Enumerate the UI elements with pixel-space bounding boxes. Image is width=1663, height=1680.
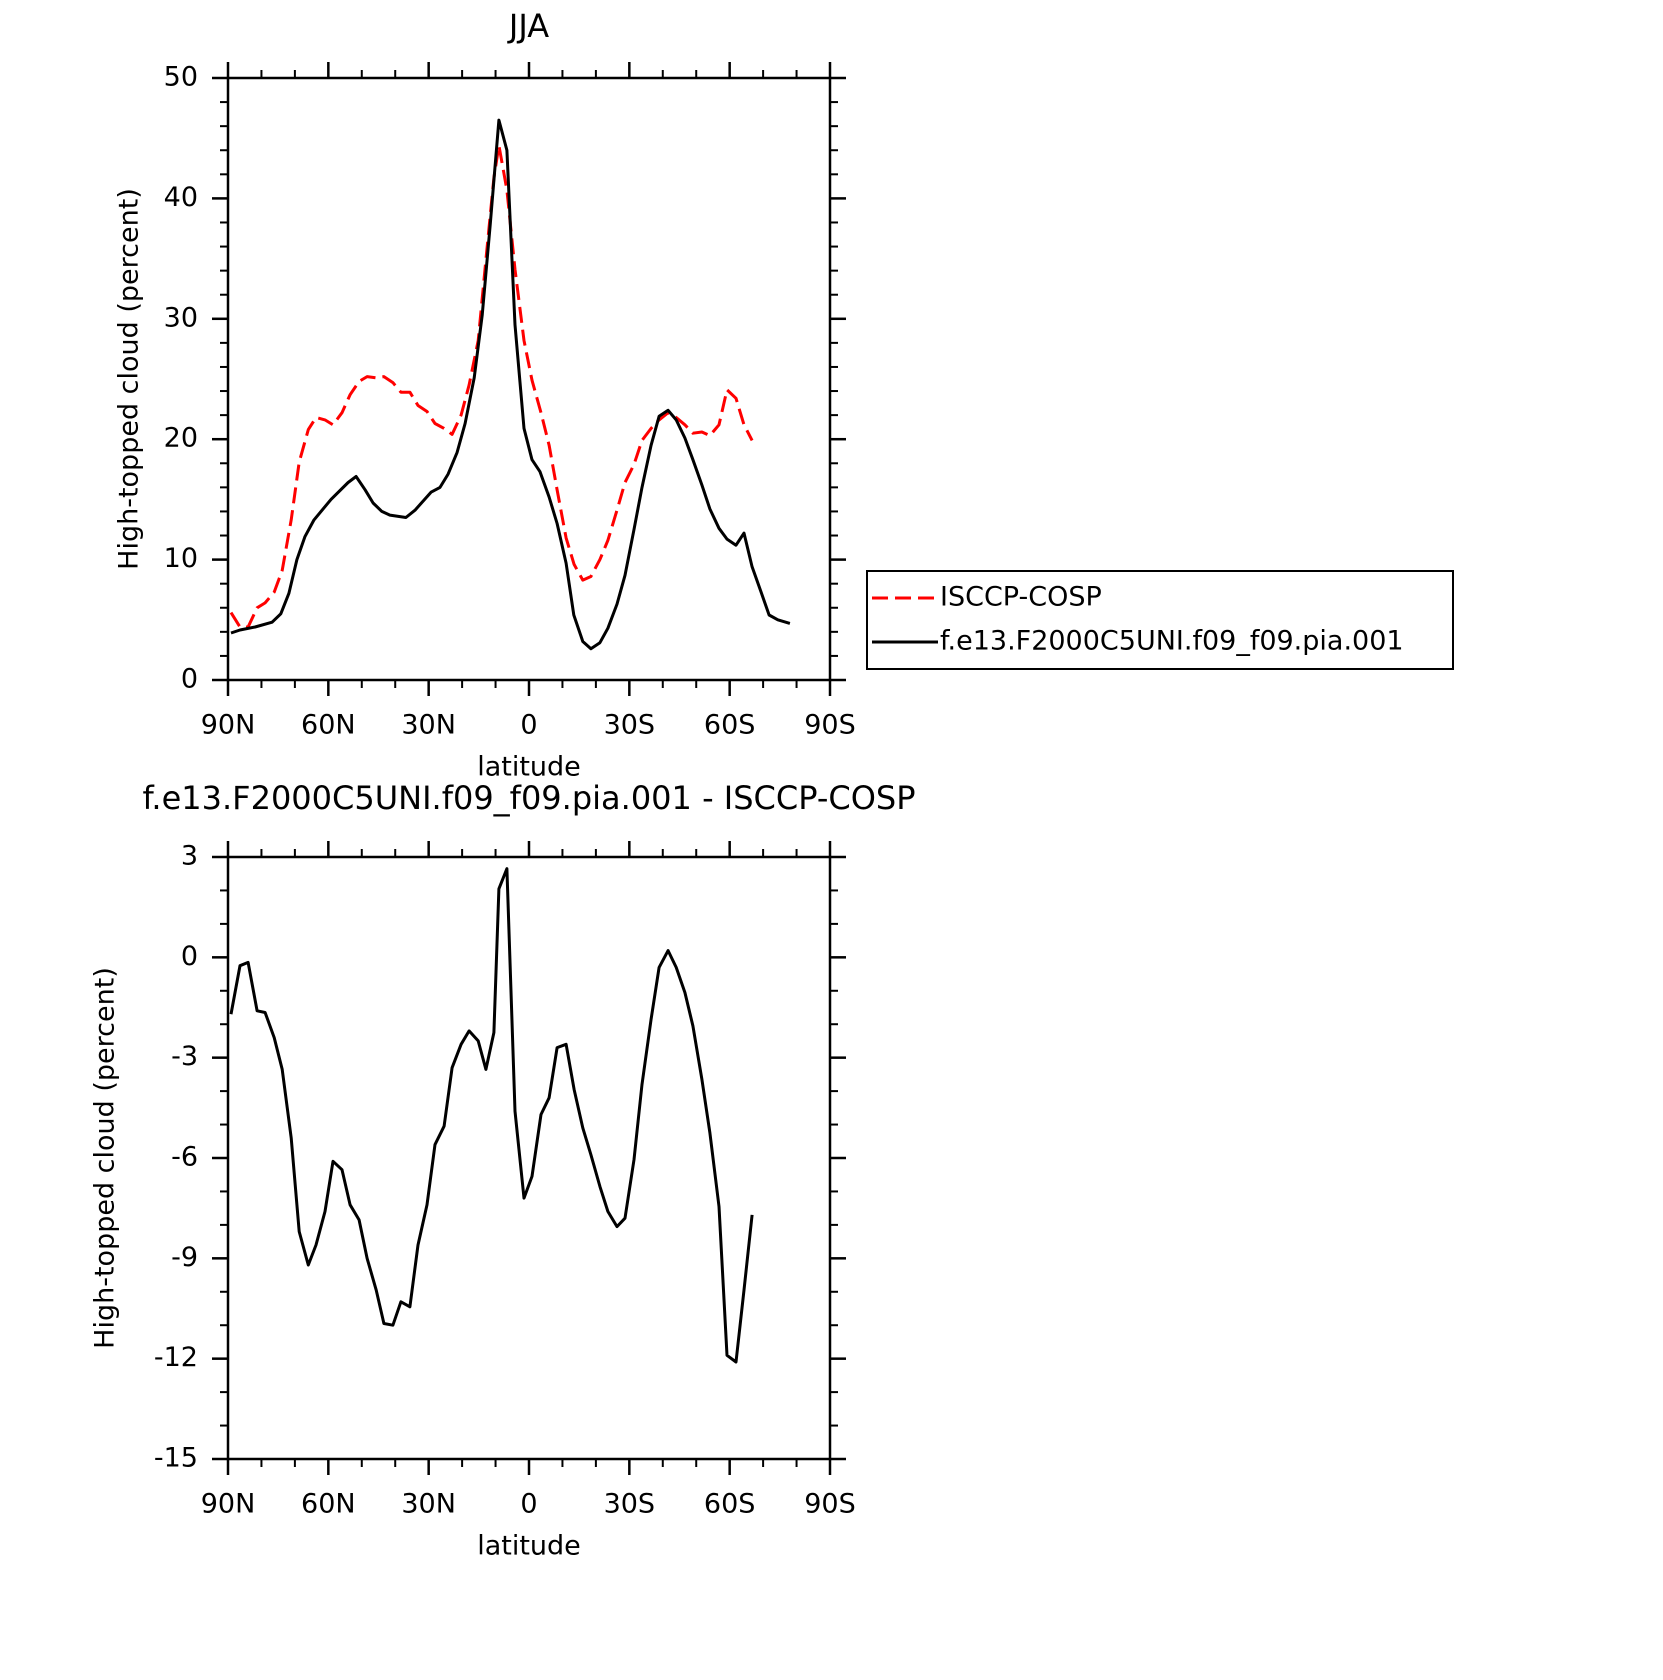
x-tick-label: 30N [401, 1489, 456, 1520]
plot-frame [226, 76, 832, 682]
x-tick-label: 60N [301, 1489, 356, 1520]
legend-label: ISCCP-COSP [940, 582, 1102, 613]
x-axis-label: latitude [477, 752, 581, 783]
y-tick-label: -6 [171, 1142, 198, 1173]
y-tick-label: 40 [164, 182, 198, 213]
x-tick-label: 30S [604, 710, 656, 741]
y-tick-label: -9 [171, 1242, 198, 1273]
y-tick-label: 10 [164, 543, 198, 574]
x-tick-label: 30S [604, 1489, 656, 1520]
x-tick-label: 30N [401, 710, 456, 741]
y-tick-label: -15 [154, 1443, 198, 1474]
y-tick-label: -12 [154, 1342, 198, 1373]
chart-title: JJA [507, 7, 549, 45]
data-line [229, 867, 754, 1364]
y-tick-label: 50 [164, 62, 198, 93]
x-tick-label: 60N [301, 710, 356, 741]
y-tick-label: 0 [181, 664, 198, 695]
x-tick-label: 60S [704, 1489, 756, 1520]
chart-title: f.e13.F2000C5UNI.f09_f09.pia.001 - ISCCP… [142, 779, 915, 817]
x-tick-label: 90N [201, 710, 256, 741]
x-axis-label: latitude [477, 1531, 581, 1562]
x-tick-label: 0 [520, 1489, 537, 1520]
y-tick-label: -3 [171, 1041, 198, 1072]
y-tick-label: 3 [181, 841, 198, 872]
y-axis-label: High-topped cloud (percent) [114, 188, 145, 570]
x-tick-label: 60S [704, 710, 756, 741]
plot-frame [226, 855, 832, 1461]
x-tick-label: 90N [201, 1489, 256, 1520]
data-line [230, 118, 791, 651]
x-tick-label: 90S [804, 710, 856, 741]
legend-box [866, 570, 1454, 670]
x-tick-label: 90S [804, 1489, 856, 1520]
y-tick-label: 30 [164, 302, 198, 333]
y-tick-label: 0 [181, 941, 198, 972]
y-axis-label: High-topped cloud (percent) [90, 967, 121, 1349]
legend-label: f.e13.F2000C5UNI.f09_f09.pia.001 [940, 626, 1404, 657]
y-tick-label: 20 [164, 423, 198, 454]
x-tick-label: 0 [520, 710, 537, 741]
